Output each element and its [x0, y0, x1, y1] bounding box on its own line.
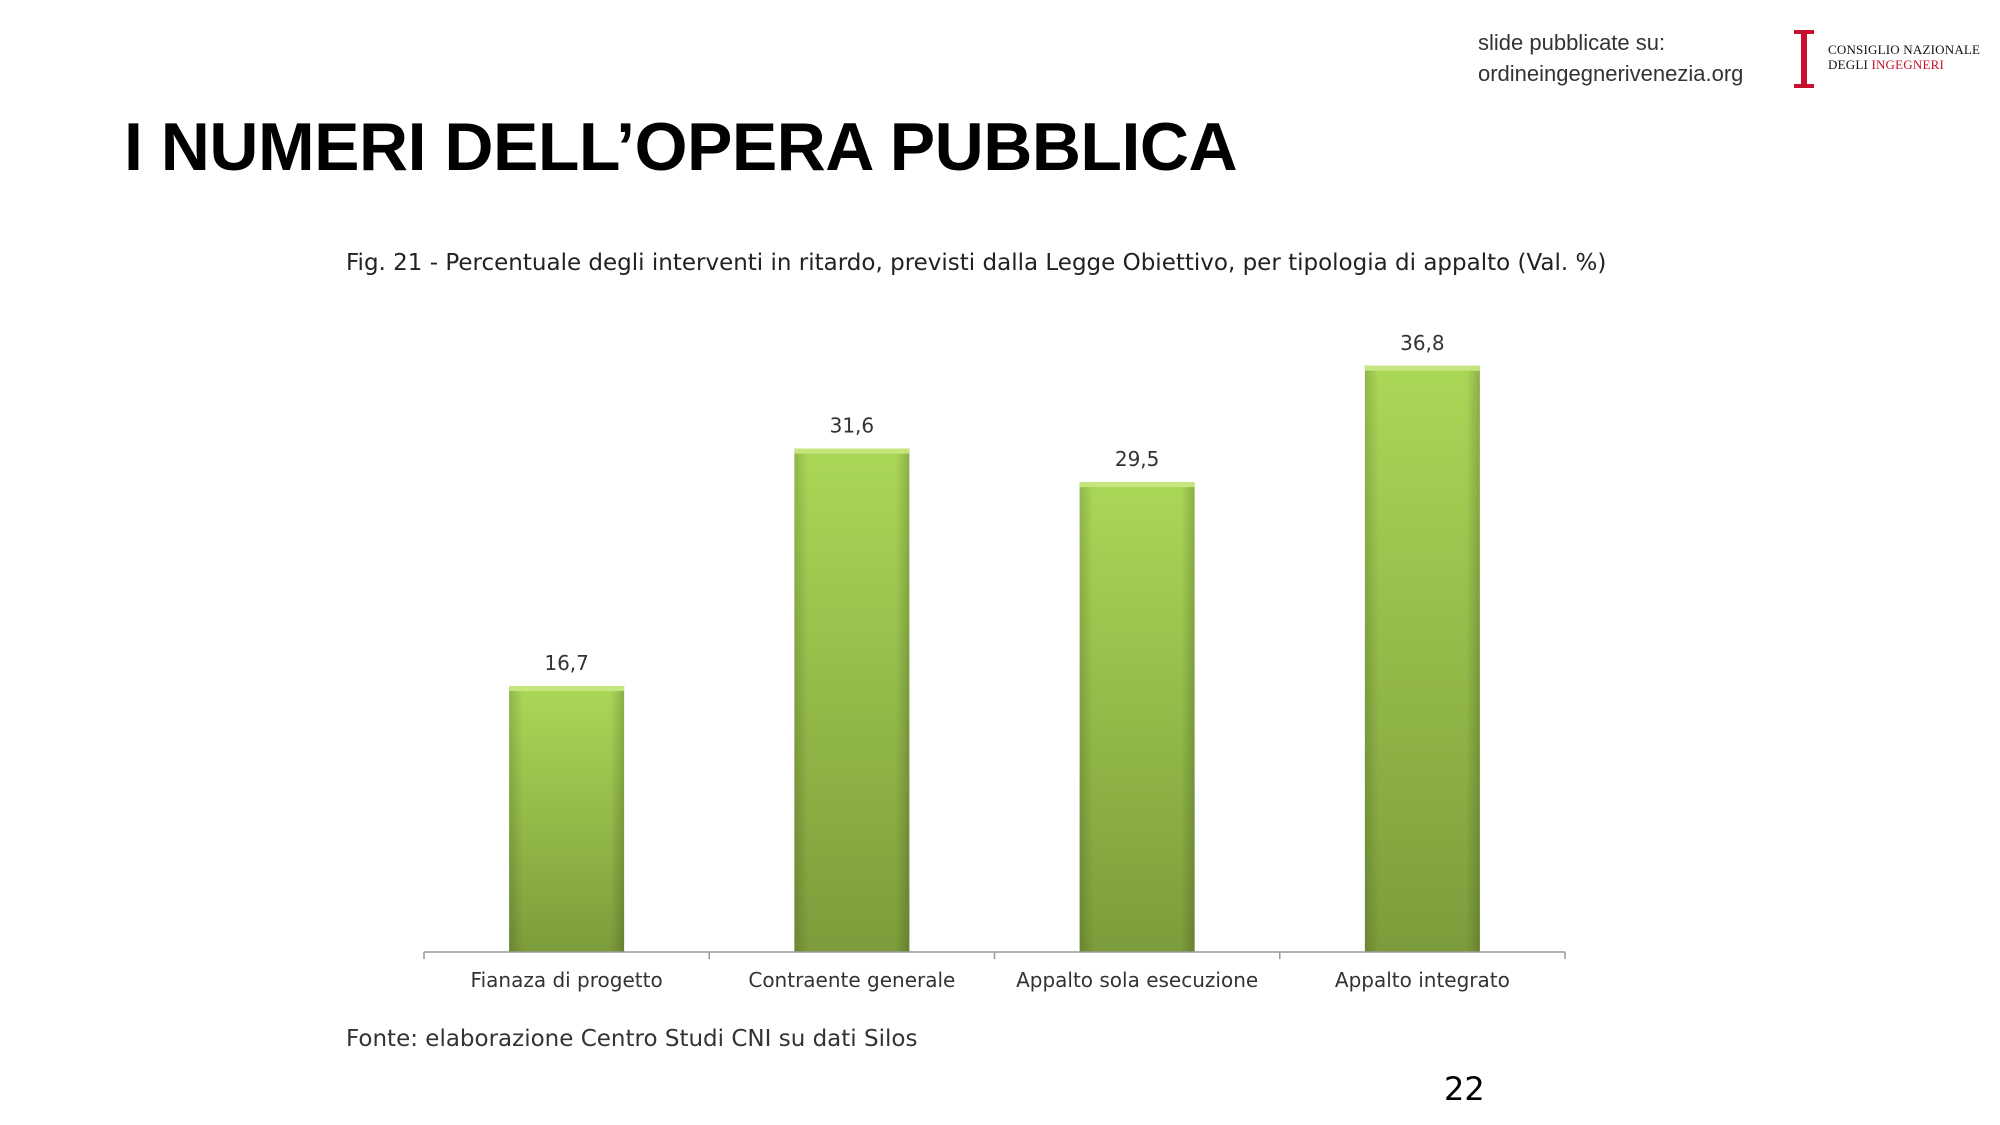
chart-source: Fonte: elaborazione Centro Studi CNI su … [346, 1026, 918, 1052]
logo-line-1: CONSIGLIO NAZIONALE [1828, 42, 1981, 57]
bar-top-bevel [1364, 365, 1480, 371]
data-label: 36,8 [1400, 331, 1445, 355]
slide-title: I NUMERI DELL’OPERA PUBBLICA [124, 109, 1238, 185]
bar-top-bevel [509, 685, 625, 691]
logo-degli: DEGLI [1828, 57, 1872, 72]
logo-i-mark-icon [1794, 30, 1814, 88]
cni-logo: CONSIGLIO NAZIONALE DEGLI INGEGNERI [1790, 28, 1990, 92]
bar-shading [509, 685, 625, 952]
logo-ingegneri: INGEGNERI [1871, 57, 1945, 72]
bar-top-bevel [1079, 482, 1195, 488]
bar-shading [1079, 482, 1195, 952]
bar-top-bevel [794, 448, 910, 454]
page-number: 22 [1444, 1070, 1485, 1108]
published-url: ordineingegnerivenezia.org [1478, 61, 1744, 86]
x-tick-label: Appalto integrato [1335, 968, 1510, 992]
data-label: 31,6 [830, 414, 875, 438]
published-on-label: slide pubblicate su: [1478, 30, 1666, 55]
figure-caption: Fig. 21 - Percentuale degli interventi i… [346, 250, 1607, 276]
data-label: 16,7 [544, 651, 589, 675]
bar-shading [1364, 365, 1480, 952]
x-tick-label: Appalto sola esecuzione [1016, 968, 1258, 992]
x-tick-label: Contraente generale [748, 968, 955, 992]
bar-shading [794, 448, 910, 952]
data-label: 29,5 [1115, 447, 1160, 471]
logo-line-2: DEGLI INGEGNERI [1828, 57, 1944, 73]
x-tick-label: Fianaza di progetto [471, 968, 663, 992]
